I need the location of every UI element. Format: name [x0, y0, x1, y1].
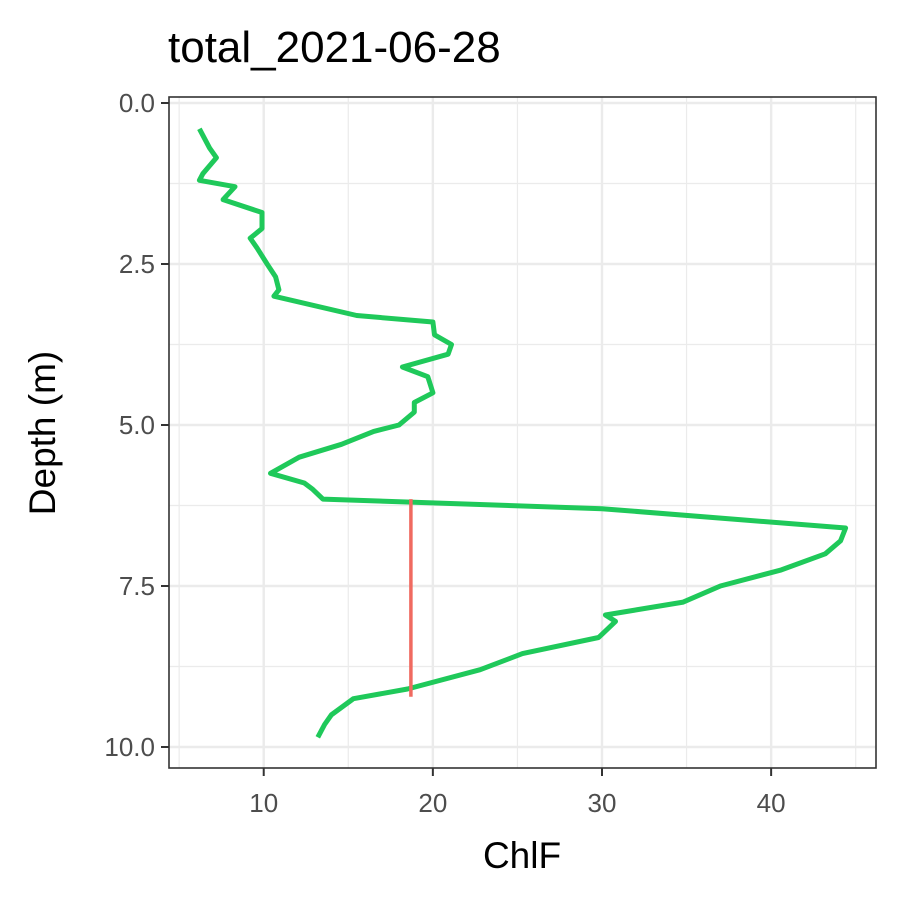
- y-axis-title: Depth (m): [22, 351, 63, 515]
- x-axis-title: ChlF: [483, 835, 561, 876]
- data-layer: [196, 127, 849, 739]
- x-axis: 10 20 30 40: [249, 768, 786, 818]
- y-tick-label: 0.0: [119, 88, 155, 118]
- y-axis: 0.0 2.5 5.0 7.5 10.0: [104, 88, 169, 762]
- x-tick-label: 20: [418, 788, 447, 818]
- chlf-profile-line: [196, 127, 849, 739]
- panel-border: [168, 96, 877, 769]
- y-tick-label: 2.5: [119, 249, 155, 279]
- x-tick-label: 40: [757, 788, 786, 818]
- grid: [169, 97, 876, 768]
- y-tick-label: 5.0: [119, 410, 155, 440]
- chart-title: total_2021-06-28: [168, 23, 501, 72]
- x-tick-label: 10: [249, 788, 278, 818]
- y-tick-label: 10.0: [104, 732, 155, 762]
- y-tick-label: 7.5: [119, 571, 155, 601]
- x-tick-label: 30: [588, 788, 617, 818]
